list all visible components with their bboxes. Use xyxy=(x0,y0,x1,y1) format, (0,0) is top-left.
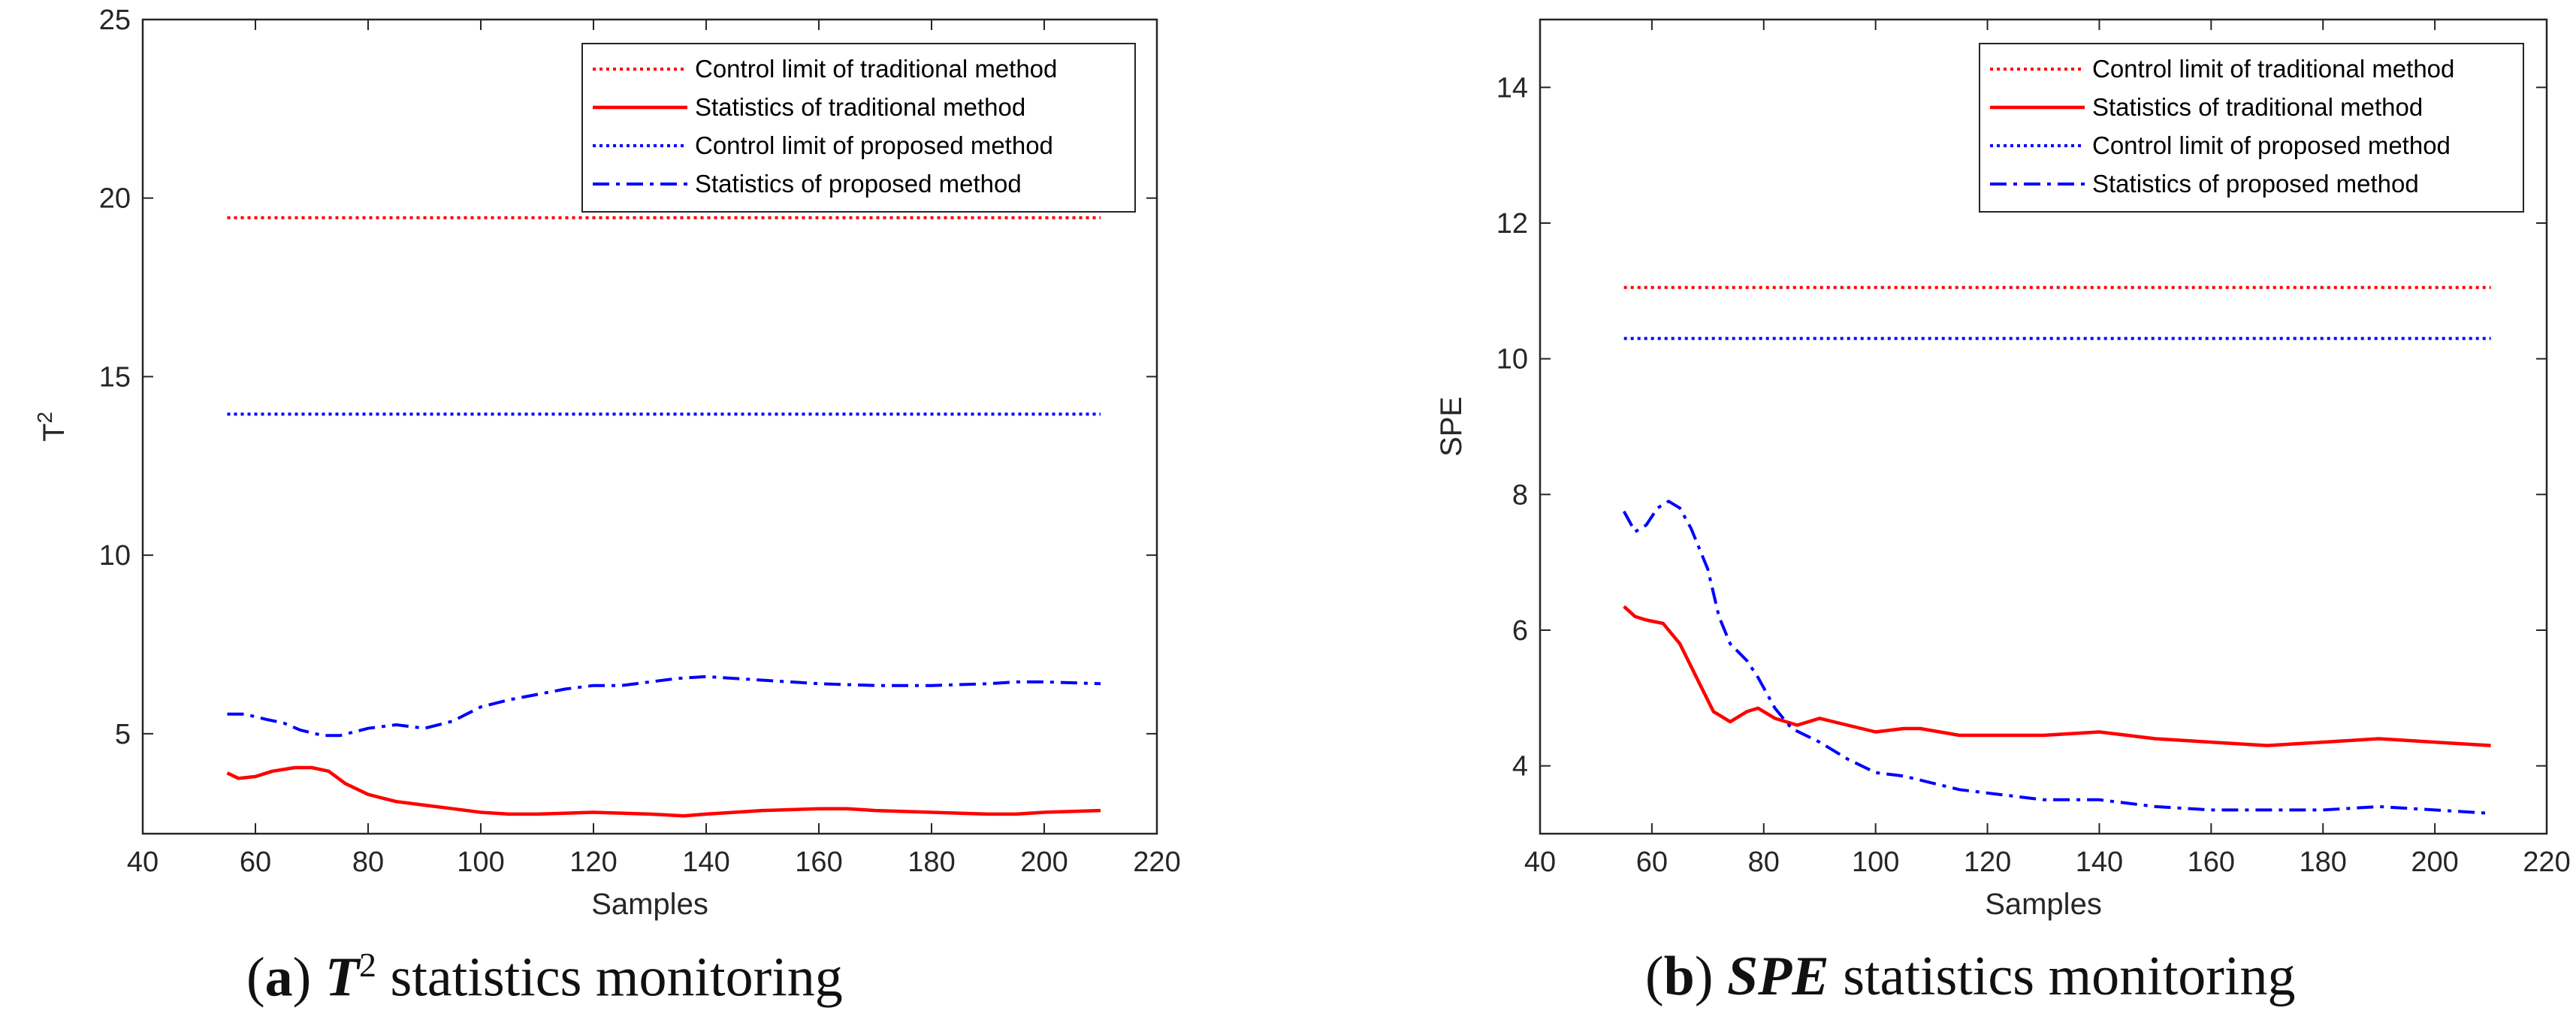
x-tick-label: 200 xyxy=(1020,846,1068,878)
x-tick-label: 160 xyxy=(2188,846,2235,878)
y-tick-label: 25 xyxy=(99,5,131,36)
x-tick-label: 160 xyxy=(795,846,842,878)
caption-b-title: SPE xyxy=(1726,946,1829,1007)
caption-a: (a) T2 statistics monitoring xyxy=(246,946,843,1009)
y-tick-label: 8 xyxy=(1512,479,1528,511)
legend-entry-2: Control limit of proposed method xyxy=(695,131,1053,159)
x-tick-label: 180 xyxy=(2300,846,2347,878)
legend-entry-0: Control limit of traditional method xyxy=(2092,55,2454,83)
x-tick-label: 80 xyxy=(1748,846,1780,878)
x-axis-label: Samples xyxy=(591,888,708,921)
y-tick-label: 10 xyxy=(99,540,131,572)
x-tick-label: 100 xyxy=(457,846,504,878)
x-tick-label: 60 xyxy=(240,846,271,878)
legend-entry-1: Statistics of traditional method xyxy=(695,93,1025,121)
x-tick-label: 40 xyxy=(127,846,159,878)
legend-entry-3: Statistics of proposed method xyxy=(2092,170,2419,198)
x-tick-label: 180 xyxy=(907,846,955,878)
x-tick-label: 220 xyxy=(2523,846,2570,878)
y-axis-label: T2 xyxy=(33,412,71,442)
y-axis-label-superscript: 2 xyxy=(33,412,56,424)
x-tick-label: 120 xyxy=(569,846,617,878)
series-line-1 xyxy=(1623,605,2491,747)
y-tick-label: 15 xyxy=(99,361,131,393)
panel-b-spe-chart: 40 60 80 100 120 140 160 180 200 220 4 6 8 10 12 14 Samp… xyxy=(1435,18,2571,921)
legend: Control limit of traditional method Stati… xyxy=(1979,43,2524,213)
series-line-3 xyxy=(227,674,1101,738)
y-tick-label: 12 xyxy=(1496,208,1528,240)
caption-a-text: statistics monitoring xyxy=(390,946,843,1009)
y-tick-label: 6 xyxy=(1512,615,1528,647)
x-tick-label: 100 xyxy=(1852,846,1899,878)
caption-b-text: statistics monitoring xyxy=(1843,946,2296,1007)
x-tick-label: 60 xyxy=(1636,846,1668,878)
y-tick-label: 14 xyxy=(1496,72,1528,104)
x-tick-label: 140 xyxy=(682,846,729,878)
y-tick-label: 20 xyxy=(99,183,131,215)
x-tick-label: 40 xyxy=(1524,846,1556,878)
y-tick-label: 10 xyxy=(1496,344,1528,376)
caption-b-label: b xyxy=(1663,946,1695,1007)
x-tick-label: 140 xyxy=(2076,846,2123,878)
caption-b: (b) SPE statistics monitoring xyxy=(1645,946,2296,1007)
legend-entry-3: Statistics of proposed method xyxy=(695,170,1022,198)
x-tick-label: 120 xyxy=(1964,846,2011,878)
x-tick-label: 80 xyxy=(352,846,384,878)
panel-a-t2-chart: 40 60 80 100 120 140 160 180 200 220 5 10 15 20 25 Samp… xyxy=(33,5,1181,921)
x-tick-label: 200 xyxy=(2411,846,2458,878)
series-line-3 xyxy=(1622,499,2491,815)
caption-a-title: T xyxy=(325,946,360,1009)
caption-a-superscript: 2 xyxy=(359,946,377,984)
x-axis-label: Samples xyxy=(1985,888,2102,921)
legend-entry-0: Control limit of traditional method xyxy=(695,55,1057,83)
legend: Control limit of traditional method Stati… xyxy=(581,43,1136,213)
y-tick-label: 5 xyxy=(115,719,131,750)
x-tick-label: 220 xyxy=(1133,846,1180,878)
legend-entry-2: Control limit of proposed method xyxy=(2092,131,2451,159)
series-line-1 xyxy=(226,765,1101,818)
legend-entry-1: Statistics of traditional method xyxy=(2092,93,2423,121)
caption-a-label: a xyxy=(264,946,293,1009)
y-tick-label: 4 xyxy=(1512,751,1528,783)
y-axis-label: SPE xyxy=(1435,397,1468,457)
